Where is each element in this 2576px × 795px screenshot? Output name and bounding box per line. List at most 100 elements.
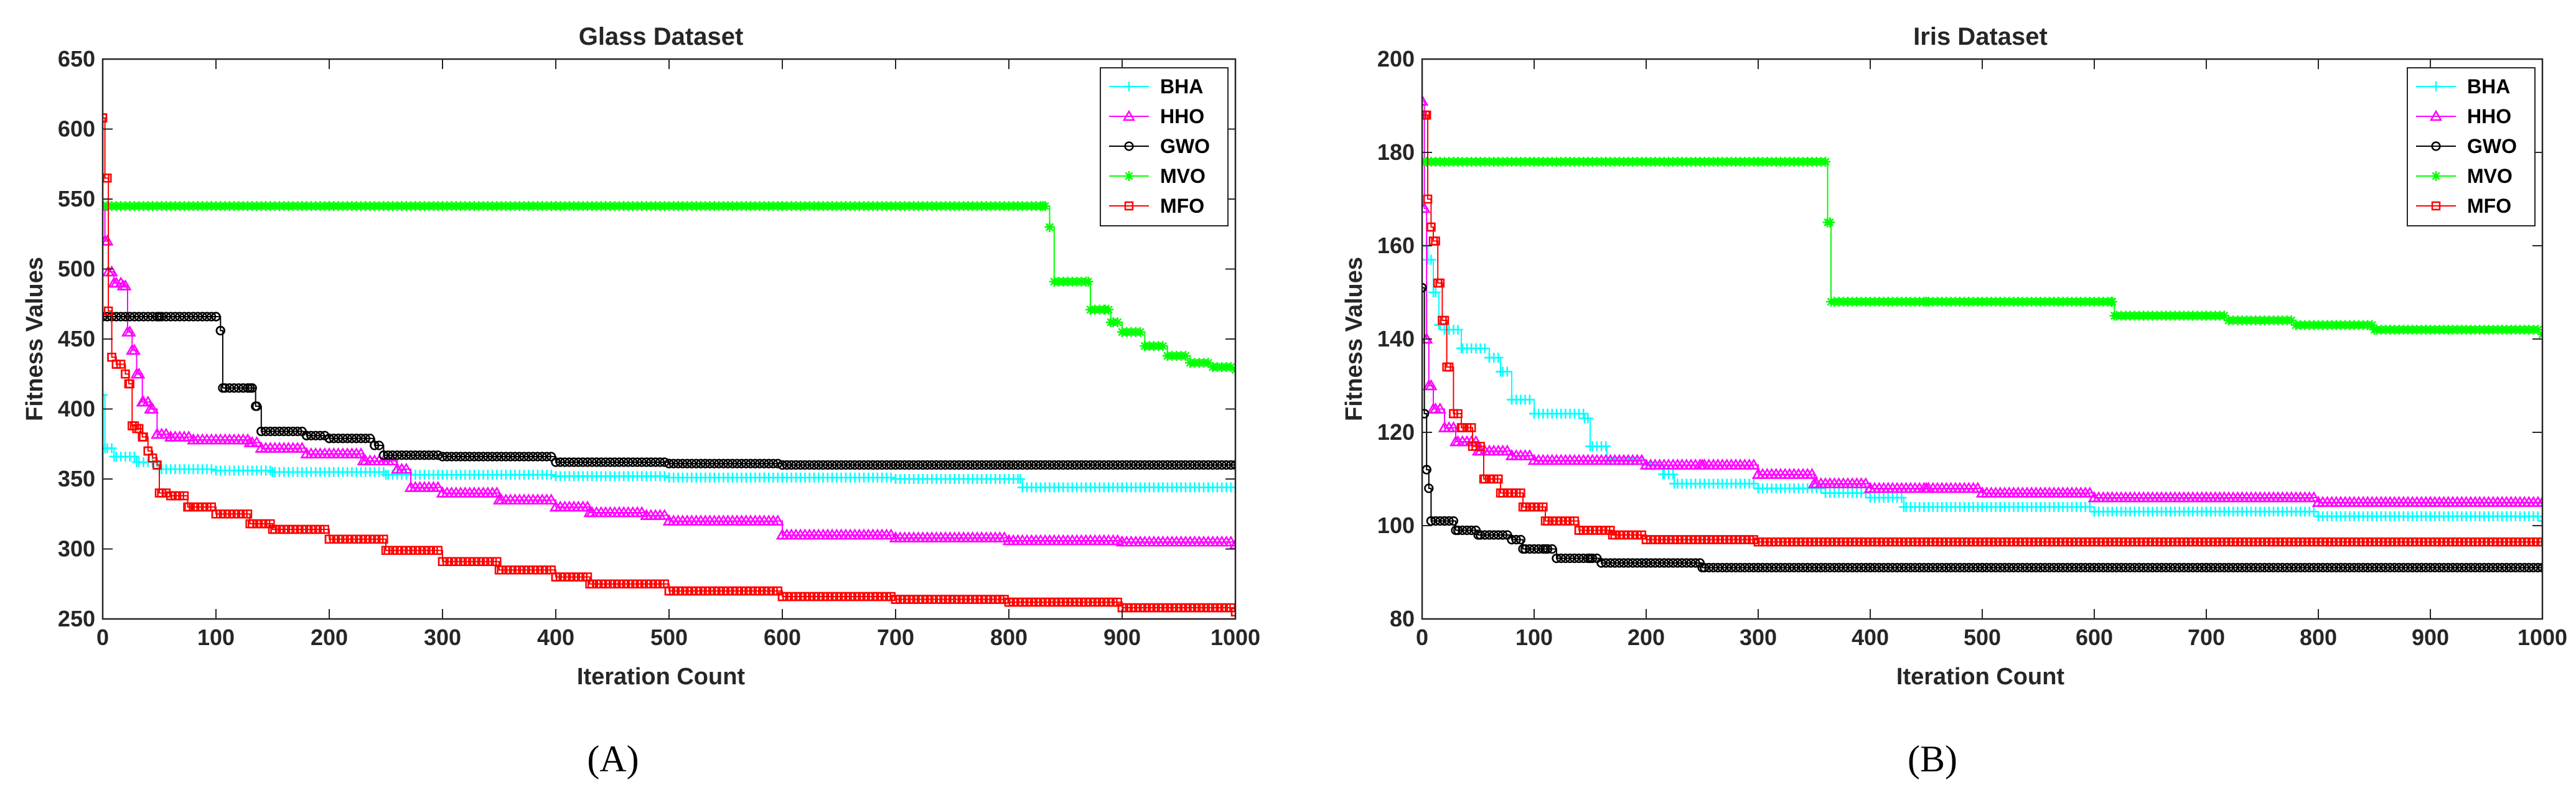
chart-b-marker-gwo — [1721, 562, 1732, 573]
chart-a-marker-mfo — [1000, 595, 1009, 604]
chart-a-marker-gwo — [977, 460, 986, 470]
chart-a-marker-mfo — [297, 524, 307, 534]
chart-a-marker-mfo — [487, 557, 497, 566]
chart-b-point-hho — [1505, 449, 1519, 460]
chart-a-marker-gwo — [360, 434, 370, 444]
chart-a-marker-mfo — [483, 557, 493, 566]
chart-b-marker-gwo — [2483, 562, 2494, 573]
chart-a-point-mvo — [1085, 304, 1096, 315]
chart-a-marker-gwo — [782, 460, 792, 470]
chart-b-point-gwo — [1440, 516, 1450, 526]
chart-a-marker-gwo — [868, 460, 878, 470]
chart-a-marker-gwo — [238, 383, 248, 393]
chart-b-marker-hho — [2083, 486, 2096, 498]
chart-b-point-hho — [1426, 402, 1440, 414]
chart-b-marker-gwo — [1497, 530, 1508, 540]
chart-b-marker-gwo — [2358, 562, 2368, 573]
chart-a-marker-gwo — [569, 457, 579, 467]
chart-a-marker-gwo — [877, 460, 887, 470]
chart-b-marker-gwo — [2063, 562, 2073, 573]
chart-a-title: Glass Dataset — [579, 23, 744, 50]
chart-a-point-hho — [889, 531, 902, 542]
chart-b-marker-hho — [2307, 491, 2320, 503]
chart-a-marker-mfo — [940, 595, 950, 604]
chart-a-marker-gwo — [768, 458, 779, 468]
chart-a-marker-mfo — [800, 592, 810, 602]
chart-b-marker-gwo — [1964, 562, 1974, 573]
chart-b-marker-gwo — [2058, 562, 2068, 573]
chart-b-point-mfo — [1865, 537, 1875, 547]
chart-b-point-mvo — [2109, 310, 2120, 321]
chart-b-marker-gwo — [2242, 562, 2252, 573]
chart-a-marker-gwo — [741, 458, 751, 468]
chart-a-marker-gwo — [578, 457, 588, 467]
chart-a-point-hho — [300, 447, 313, 458]
chart-b-marker-gwo — [1986, 562, 1997, 573]
chart-a-marker-gwo — [428, 450, 439, 460]
chart-a-marker-gwo — [714, 458, 724, 468]
chart-a-xtick-label: 400 — [537, 625, 574, 650]
chart-a-marker-mfo — [1181, 603, 1191, 613]
chart-a-point-gwo — [251, 401, 261, 411]
chart-b-point-hho — [2424, 495, 2437, 507]
chart-a-marker-hho — [884, 528, 897, 540]
chart-a-marker-gwo — [895, 460, 905, 470]
chart-a-point-hho — [255, 441, 268, 453]
chart-a-marker-gwo — [1108, 460, 1118, 470]
chart-a-marker-mfo — [234, 509, 243, 519]
chart-b-plot-area — [1422, 59, 2542, 619]
chart-a-point-mfo — [664, 586, 674, 596]
chart-a-marker-gwo — [968, 460, 978, 470]
chart-a-marker-mfo — [950, 595, 959, 604]
chart-b-marker-gwo — [2049, 562, 2059, 573]
chart-a-marker-gwo — [456, 452, 466, 462]
chart-a-marker-gwo — [646, 457, 656, 467]
chart-b-marker-gwo — [1547, 544, 1557, 554]
chart-a-marker-mvo — [1112, 317, 1123, 327]
chart-a-point-mfo — [124, 379, 134, 389]
chart-b-marker-gwo — [1659, 558, 1669, 568]
chart-b-point-gwo — [1697, 562, 1707, 573]
chart-b-point-bha — [1507, 394, 1517, 405]
chart-b-marker-gwo — [2152, 562, 2162, 573]
chart-a-marker-gwo — [541, 452, 552, 462]
chart-b-marker-gwo — [2403, 562, 2413, 573]
chart-a-point-mfo — [111, 360, 121, 369]
chart-a-point-mfo — [494, 565, 504, 575]
chart-b-marker-gwo — [2147, 562, 2158, 573]
chart-a-marker-mfo — [1131, 603, 1141, 613]
chart-a-marker-mfo — [465, 557, 474, 566]
chart-b-marker-bha — [1453, 325, 1463, 335]
chart-b-legend-marker-mfo — [2431, 201, 2441, 211]
chart-a-marker-gwo — [805, 460, 815, 470]
chart-a-marker-gwo — [1013, 460, 1023, 470]
chart-b-marker-gwo — [1878, 562, 1889, 573]
chart-a-marker-gwo — [831, 460, 842, 470]
chart-a-marker-gwo — [818, 460, 828, 470]
chart-b-point-mvo — [2291, 320, 2301, 330]
chart-b-marker-bha — [1668, 469, 1679, 480]
chart-a-marker-gwo — [836, 460, 846, 470]
chart-b-marker-gwo — [2475, 562, 2485, 573]
chart-b-marker-gwo — [1968, 562, 1979, 573]
chart-b-point-mfo — [1479, 474, 1489, 484]
chart-a-marker-hho — [354, 447, 368, 458]
chart-b-legend-marker-gwo — [2431, 141, 2441, 151]
chart-a-marker-mfo — [1113, 597, 1122, 607]
chart-a-marker-mfo — [316, 524, 325, 534]
chart-b-marker-gwo — [1534, 544, 1543, 554]
chart-b-point-mfo — [1518, 502, 1528, 512]
chart-a-point-hho — [144, 402, 157, 414]
chart-a-marker-gwo — [261, 426, 271, 437]
chart-a-marker-mfo — [782, 592, 792, 602]
chart-a-marker-mfo — [882, 592, 891, 602]
chart-a-marker-mfo — [225, 509, 235, 519]
chart-a-marker-mfo — [189, 502, 198, 512]
chart-a-series-mfo — [103, 113, 1235, 616]
chart-a-marker-gwo — [718, 458, 729, 468]
chart-b-marker-gwo — [1565, 553, 1575, 564]
chart-a-marker-gwo — [841, 460, 851, 470]
chart-a-marker-gwo — [791, 460, 801, 470]
chart-b-marker-gwo — [2304, 562, 2315, 573]
chart-b-marker-gwo — [1735, 562, 1745, 573]
